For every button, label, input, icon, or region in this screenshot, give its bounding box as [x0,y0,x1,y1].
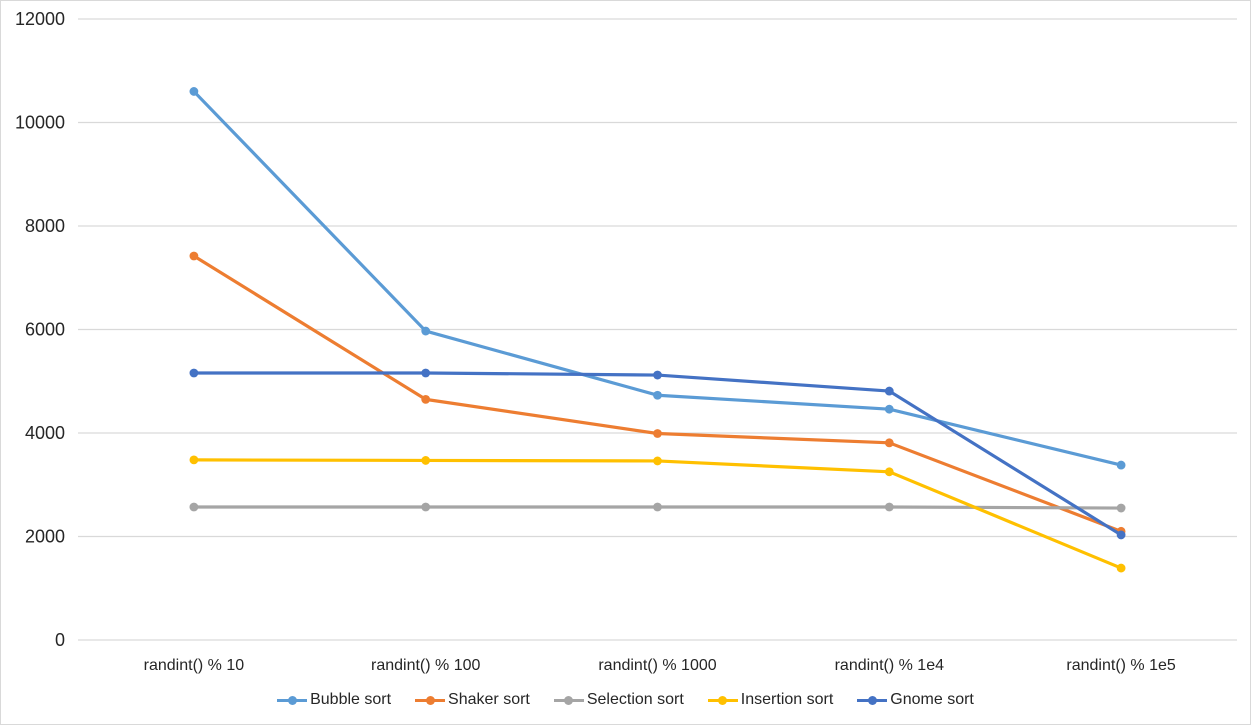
legend-line-marker-icon [277,695,308,705]
series-point-gnome-sort-4 [1116,530,1126,540]
legend-line-marker-icon [857,695,888,705]
series-line-bubble-sort [192,89,1123,467]
legend-label: Insertion sort [740,691,834,708]
y-axis-tick-label: 0 [55,630,65,650]
legend-label: Shaker sort [448,691,530,708]
series-line-insertion-sort [192,458,1123,570]
legend-line-marker-icon [707,695,738,705]
series-point-bubble-sort-3 [884,404,894,414]
series-point-bubble-sort-0 [189,87,199,96]
series-point-bubble-sort-4 [1116,460,1126,470]
series-point-shaker-sort-3 [884,438,894,448]
y-axis-tick-label: 6000 [25,320,65,340]
series-point-insertion-sort-0 [189,455,199,465]
legend-item-shaker-sort: Shaker sort [415,691,530,709]
series-point-gnome-sort-2 [653,370,662,380]
y-axis-tick-label: 10000 [15,113,65,133]
series-point-shaker-sort-0 [189,251,199,261]
x-axis-category-label: randint() % 1e4 [835,657,944,674]
legend-item-bubble-sort: Bubble sort [277,691,391,709]
series-point-bubble-sort-2 [653,390,662,400]
chart-legend: Bubble sort Shaker sort Selection sort Inse… [1,691,1250,709]
legend-item-selection-sort: Selection sort [553,691,684,709]
series-point-gnome-sort-3 [884,386,894,396]
legend-label: Bubble sort [310,691,392,708]
y-axis-tick-label: 2000 [25,527,65,547]
series-point-gnome-sort-1 [421,368,431,378]
x-axis-category-label: randint() % 1e5 [1066,657,1175,674]
series-point-insertion-sort-1 [421,456,431,465]
x-axis-category-label: randint() % 10 [144,657,245,674]
series-point-bubble-sort-1 [421,326,431,336]
legend-line-marker-icon [553,695,584,705]
series-point-selection-sort-3 [884,502,894,512]
y-axis-tick-label: 8000 [25,216,65,236]
series-point-insertion-sort-4 [1116,563,1126,573]
y-axis-tick-label: 12000 [15,9,65,29]
legend-item-gnome-sort: Gnome sort [857,691,974,709]
legend-label: Selection sort [586,691,684,708]
series-point-shaker-sort-2 [653,429,662,438]
series-point-selection-sort-4 [1116,503,1126,513]
series-point-selection-sort-2 [653,502,662,512]
legend-line-marker-icon [415,695,446,705]
series-point-selection-sort-1 [421,502,431,512]
series-point-shaker-sort-1 [421,394,431,404]
legend-label: Gnome sort [890,691,974,708]
y-axis-tick-label: 4000 [25,423,65,443]
series-point-insertion-sort-2 [653,456,662,466]
series-point-gnome-sort-0 [189,368,199,378]
x-axis-category-label: randint() % 1000 [598,657,716,674]
series-point-selection-sort-0 [189,502,199,512]
x-axis-category-label: randint() % 100 [371,657,480,674]
series-point-insertion-sort-3 [884,467,894,477]
legend-item-insertion-sort: Insertion sort [707,691,834,709]
